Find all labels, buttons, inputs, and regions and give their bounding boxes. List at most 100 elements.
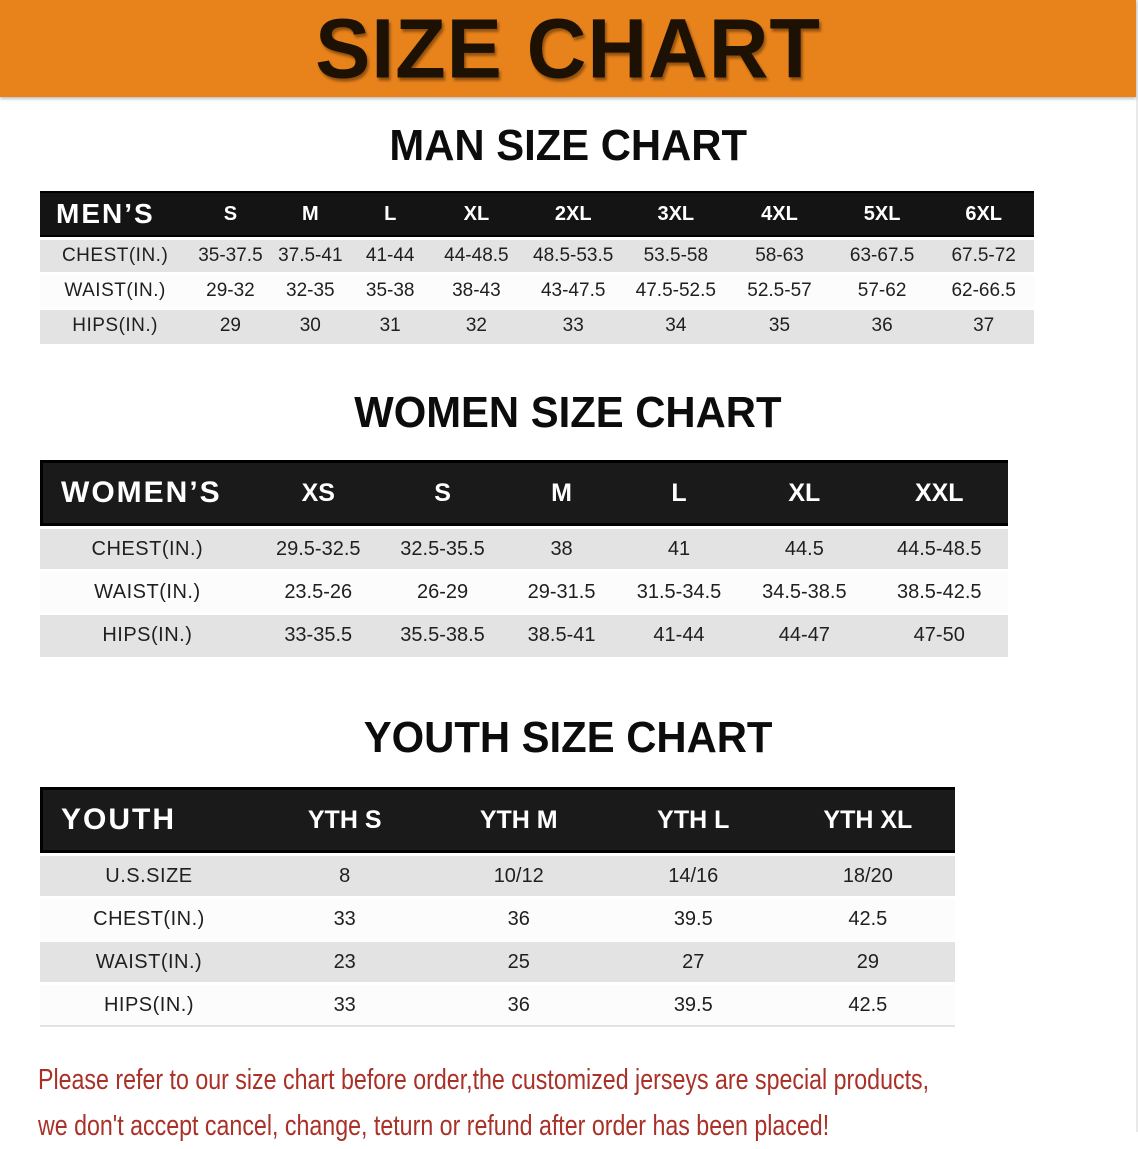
cell: 29.5-32.5: [254, 526, 382, 572]
cell: 32-35: [270, 275, 350, 310]
table-row: WAIST(IN.) 23.5-26 26-29 29-31.5 31.5-34…: [40, 572, 1098, 615]
row-label: HIPS(IN.): [40, 310, 191, 344]
women-size-header: S: [381, 460, 504, 526]
cell: 36: [431, 985, 606, 1027]
table-row: U.S.SIZE 8 10/12 14/16 18/20: [40, 853, 1098, 899]
cell: 35-37.5: [190, 237, 271, 275]
filler-cell: [1008, 572, 1098, 615]
filler-cell: [955, 985, 1098, 1027]
youth-header-label: YOUTH: [40, 787, 258, 853]
table-row: WAIST(IN.) 29-32 32-35 35-38 38-43 43-47…: [40, 275, 1098, 310]
cell: 31.5-34.5: [619, 572, 739, 615]
women-size-header: XXL: [870, 460, 1009, 526]
cell: 34.5-38.5: [738, 572, 871, 615]
banner: SIZE CHART: [0, 0, 1136, 97]
cell: 32.5-35.5: [381, 526, 504, 572]
cell: 52.5-57: [727, 275, 832, 310]
table-row: HIPS(IN.) 29 30 31 32 33 34 35 36 37: [40, 310, 1098, 344]
cell: 18/20: [780, 853, 956, 899]
cell: 35.5-38.5: [381, 615, 504, 657]
men-section-title-text: MAN SIZE CHART: [389, 121, 747, 170]
women-header-label: WOMEN’S: [40, 460, 255, 526]
table-row: CHEST(IN.) 33 36 39.5 42.5: [40, 899, 1098, 942]
filler-cell: [1008, 460, 1098, 526]
cell: 33-35.5: [254, 615, 382, 657]
men-size-header: L: [349, 191, 431, 237]
cell: 44.5: [738, 526, 871, 572]
filler-cell: [955, 899, 1098, 942]
table-row: HIPS(IN.) 33 36 39.5 42.5: [40, 985, 1098, 1027]
cell: 36: [831, 310, 933, 344]
youth-size-header: YTH L: [606, 787, 781, 853]
men-size-header: 2XL: [522, 191, 624, 237]
men-size-header: S: [190, 191, 271, 237]
cell: 39.5: [606, 899, 781, 942]
cell: 57-62: [831, 275, 933, 310]
women-size-header: XL: [738, 460, 871, 526]
cell: 23: [257, 942, 432, 985]
youth-size-table: YOUTH YTH S YTH M YTH L YTH XL U.S.SIZE …: [40, 787, 1098, 1027]
cell: 38.5-42.5: [870, 572, 1009, 615]
youth-section-title: YOUTH SIZE CHART: [0, 713, 1136, 763]
filler-cell: [1034, 191, 1098, 237]
cell: 29-32: [190, 275, 271, 310]
row-label: CHEST(IN.): [40, 526, 255, 572]
women-section-title-text: WOMEN SIZE CHART: [354, 388, 782, 437]
men-size-header: 3XL: [623, 191, 728, 237]
disclaimer-line-2: we don't accept cancel, change, teturn o…: [38, 1110, 830, 1142]
youth-header-row: YOUTH YTH S YTH M YTH L YTH XL: [40, 787, 1098, 853]
cell: 44-47: [738, 615, 871, 657]
cell: 33: [257, 899, 432, 942]
row-label: HIPS(IN.): [40, 985, 258, 1027]
table-row: CHEST(IN.) 35-37.5 37.5-41 41-44 44-48.5…: [40, 237, 1098, 275]
filler-cell: [1034, 237, 1098, 275]
cell: 47-50: [870, 615, 1009, 657]
cell: 41-44: [619, 615, 739, 657]
cell: 8: [257, 853, 432, 899]
cell: 53.5-58: [623, 237, 728, 275]
youth-size-header: YTH S: [257, 787, 432, 853]
row-label: WAIST(IN.): [40, 275, 191, 310]
cell: 32: [430, 310, 523, 344]
cell: 44.5-48.5: [870, 526, 1009, 572]
men-size-header: 4XL: [727, 191, 832, 237]
row-label: WAIST(IN.): [40, 572, 255, 615]
cell: 42.5: [780, 899, 956, 942]
women-section-title: WOMEN SIZE CHART: [0, 388, 1136, 438]
cell: 38-43: [430, 275, 523, 310]
cell: 27: [606, 942, 781, 985]
men-size-header: M: [270, 191, 350, 237]
filler-cell: [955, 942, 1098, 985]
youth-section-title-text: YOUTH SIZE CHART: [363, 713, 773, 762]
cell: 67.5-72: [932, 237, 1035, 275]
women-size-header: XS: [254, 460, 382, 526]
row-label: U.S.SIZE: [40, 853, 258, 899]
disclaimer: Please refer to our size chart before or…: [38, 1057, 1136, 1149]
men-header-row: MEN’S S M L XL 2XL 3XL 4XL 5XL 6XL: [40, 191, 1098, 237]
cell: 35: [727, 310, 832, 344]
cell: 14/16: [606, 853, 781, 899]
row-label: WAIST(IN.): [40, 942, 258, 985]
women-size-header: L: [619, 460, 739, 526]
table-row: CHEST(IN.) 29.5-32.5 32.5-35.5 38 41 44.…: [40, 526, 1098, 572]
table-row: WAIST(IN.) 23 25 27 29: [40, 942, 1098, 985]
men-section-title: MAN SIZE CHART: [0, 121, 1136, 171]
cell: 33: [522, 310, 624, 344]
cell: 30: [270, 310, 350, 344]
cell: 36: [431, 899, 606, 942]
men-size-header: 6XL: [932, 191, 1035, 237]
disclaimer-line-1: Please refer to our size chart before or…: [38, 1064, 930, 1096]
cell: 41-44: [349, 237, 431, 275]
cell: 38: [503, 526, 620, 572]
cell: 58-63: [727, 237, 832, 275]
cell: 48.5-53.5: [522, 237, 624, 275]
cell: 33: [257, 985, 432, 1027]
cell: 42.5: [780, 985, 956, 1027]
cell: 23.5-26: [254, 572, 382, 615]
cell: 29: [190, 310, 271, 344]
cell: 63-67.5: [831, 237, 933, 275]
women-size-header: M: [503, 460, 620, 526]
filler-cell: [1034, 275, 1098, 310]
youth-size-header: YTH XL: [780, 787, 956, 853]
cell: 62-66.5: [932, 275, 1035, 310]
